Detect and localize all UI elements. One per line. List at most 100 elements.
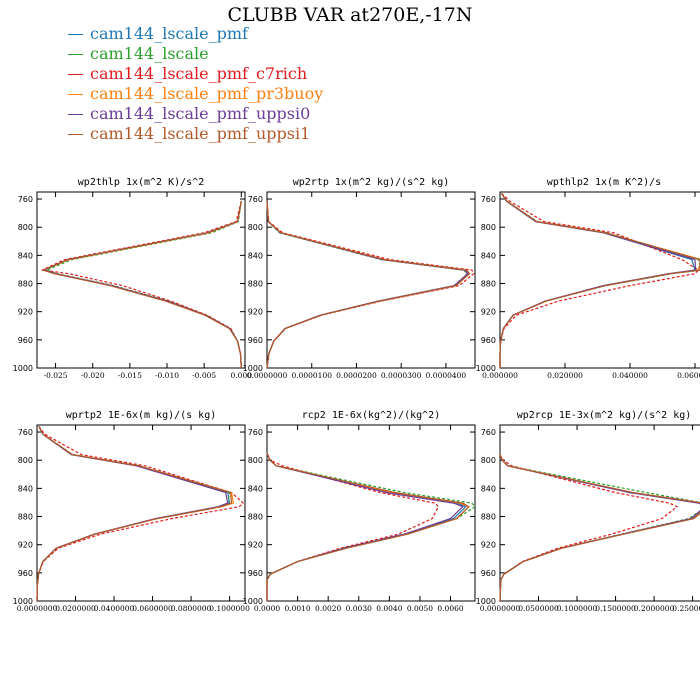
y-tick-label: 960 (481, 569, 496, 578)
chart-panel: wpthlp2 1x(m K^2)/s 760 800 840 880 920 960 100… (476, 177, 700, 380)
plot-frame (36, 191, 246, 369)
y-tick-label: 840 (18, 484, 33, 493)
y-tick-label: 920 (18, 541, 33, 550)
y-tick-label: 920 (481, 308, 496, 317)
series-line (36, 426, 229, 602)
y-tick-label: 800 (18, 456, 33, 465)
plot-frame (499, 191, 700, 369)
y-tick-label: 960 (248, 336, 263, 345)
x-tick-label: 0.2500000 (672, 604, 700, 613)
y-tick-label: 760 (248, 428, 263, 437)
series-line (41, 201, 242, 369)
series-line (266, 201, 469, 369)
chart-panel: wp2rcp 1E-3x(m^2 kg)/(s^2 kg) 760 800 840 88… (476, 410, 700, 613)
series-line (36, 426, 233, 602)
x-tick-label: 0.0000300 (381, 371, 422, 380)
series-line (266, 452, 470, 601)
series-line (266, 201, 469, 369)
y-tick-label: 880 (18, 280, 33, 289)
series-line (499, 454, 700, 602)
y-tick-label: 800 (18, 223, 33, 232)
series-line (266, 452, 476, 601)
x-tick-label: 0.000 (231, 371, 253, 380)
x-tick-label: 0.1500000 (595, 604, 636, 613)
series-line (266, 201, 475, 369)
chart-panel: wprtp2 1E-6x(m kg)/(s kg) 760 800 840 880 920… (13, 410, 250, 613)
y-tick-label: 1000 (476, 597, 496, 606)
y-tick-label: 920 (248, 308, 263, 317)
series-line (266, 201, 468, 369)
series-line (499, 193, 700, 368)
plot-frame (266, 191, 476, 369)
x-tick-label: 0.0000400 (426, 371, 467, 380)
legend-label: cam144_lscale_pmf_pr3buoy (90, 84, 324, 103)
y-tick-label: 840 (481, 484, 496, 493)
series-line (266, 201, 470, 369)
x-tick-label: 0.020000 (547, 371, 583, 380)
x-tick-label: 0.0000 (254, 604, 280, 613)
y-tick-label: 880 (248, 513, 263, 522)
legend-swatch (68, 94, 83, 95)
x-tick-label: 0.0060 (437, 604, 463, 613)
x-tick-label: -0.025 (44, 371, 68, 380)
x-tick-label: 0.000000 (482, 371, 518, 380)
y-tick-label: 1000 (476, 364, 496, 373)
series-line (266, 452, 470, 601)
chart-panel: wp2rtp 1x(m^2 kg)/(s^2 kg) 760 800 840 880 92… (243, 177, 476, 380)
y-tick-label: 1000 (243, 597, 263, 606)
series-line (36, 426, 234, 602)
x-tick-label: 0.0600000 (132, 604, 173, 613)
y-tick-label: 960 (248, 569, 263, 578)
legend-swatch (68, 54, 83, 55)
legend-swatch (68, 34, 83, 35)
x-tick-label: 0.0010 (284, 604, 310, 613)
x-tick-label: 0.1000000 (557, 604, 598, 613)
y-tick-label: 760 (481, 195, 496, 204)
chart-panel: wp2thlp 1x(m^2 K)/s^2 760 800 840 880 920 960 1… (13, 177, 253, 380)
series-line (42, 201, 242, 369)
plot-frame (36, 424, 246, 602)
y-tick-label: 840 (248, 251, 263, 260)
x-tick-label: 0.0800000 (171, 604, 212, 613)
y-tick-label: 760 (248, 195, 263, 204)
series-line (499, 192, 699, 368)
x-tick-label: 0.0000200 (336, 371, 377, 380)
y-tick-label: 760 (481, 428, 496, 437)
y-tick-label: 920 (481, 541, 496, 550)
legend-label: cam144_lscale_pmf (90, 24, 248, 43)
y-tick-label: 880 (481, 513, 496, 522)
chart-panel: rcp2 1E-6x(kg^2)/(kg^2) 760 800 840 880 920 96… (243, 410, 476, 613)
x-tick-label: 0.0500000 (518, 604, 559, 613)
legend-swatch (68, 74, 83, 75)
y-tick-label: 1000 (13, 364, 33, 373)
y-tick-label: 840 (18, 251, 33, 260)
y-tick-label: 800 (481, 223, 496, 232)
x-tick-label: -0.005 (192, 371, 216, 380)
chart-title: wprtp2 1E-6x(m kg)/(s kg) (66, 410, 217, 421)
series-line (499, 193, 700, 368)
chart-title: rcp2 1E-6x(kg^2)/(kg^2) (302, 410, 440, 421)
x-tick-label: 0.0000000 (247, 371, 288, 380)
x-tick-label: 0.0000000 (480, 604, 521, 613)
y-tick-label: 800 (481, 456, 496, 465)
y-tick-label: 1000 (13, 597, 33, 606)
series-line (499, 454, 700, 602)
x-tick-label: 0.0000000 (17, 604, 58, 613)
x-tick-label: -0.020 (81, 371, 105, 380)
x-tick-label: 0.0000100 (291, 371, 332, 380)
y-tick-label: 800 (248, 456, 263, 465)
plot-frame (266, 424, 476, 602)
x-tick-label: 0.0020 (315, 604, 341, 613)
x-tick-label: 0.2000000 (634, 604, 675, 613)
series-line (499, 454, 700, 602)
y-tick-label: 920 (18, 308, 33, 317)
y-tick-label: 960 (18, 336, 33, 345)
series-line (43, 201, 242, 369)
y-tick-label: 1000 (243, 364, 263, 373)
x-tick-label: 0.040000 (612, 371, 648, 380)
series-line (499, 193, 697, 368)
y-tick-label: 960 (481, 336, 496, 345)
series-line (499, 454, 700, 602)
x-tick-label: 0.1000000 (209, 604, 250, 613)
